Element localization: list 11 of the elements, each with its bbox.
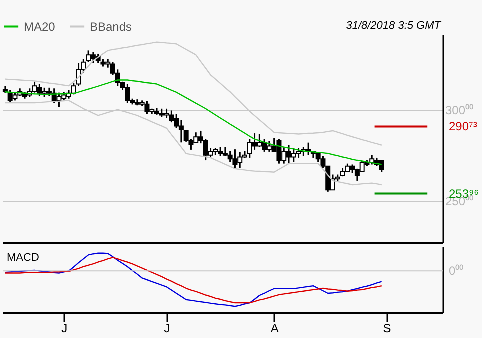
x-tick-label: A bbox=[270, 322, 279, 336]
y-tick-label: 300⁰⁰ bbox=[446, 103, 474, 118]
x-tick-label: J bbox=[164, 322, 170, 336]
x-tick-label: J bbox=[62, 322, 68, 336]
ref-line-label: 290⁷³ bbox=[449, 120, 478, 134]
x-tick-label: S bbox=[383, 322, 392, 336]
ref-line-label: 0⁰⁰ bbox=[449, 264, 464, 278]
legend-label: BBands bbox=[90, 20, 132, 34]
text: 31/8/2018 3:5 GMT bbox=[346, 20, 442, 32]
chart-title: MACD bbox=[7, 252, 40, 264]
legend-label: MA20 bbox=[24, 20, 56, 34]
